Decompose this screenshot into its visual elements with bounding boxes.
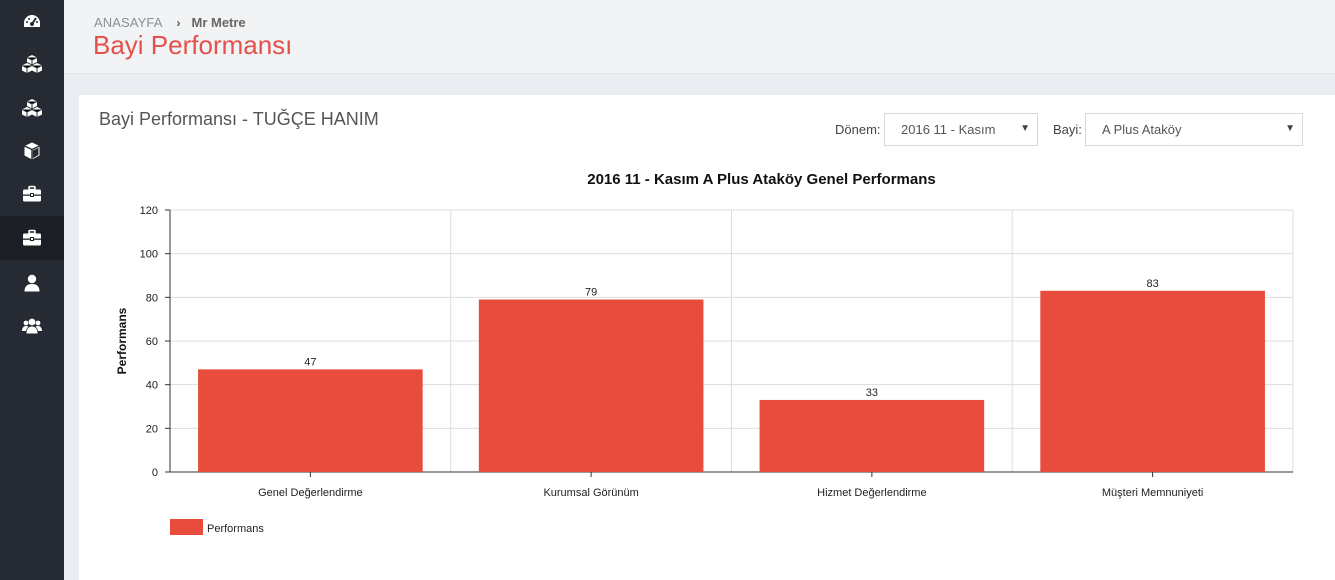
cube-icon <box>24 142 40 160</box>
briefcase-icon <box>23 229 41 246</box>
dealer-select[interactable]: A Plus Ataköy ▼ <box>1085 113 1303 146</box>
period-label: Dönem: <box>835 122 881 137</box>
period-select[interactable]: 2016 11 - Kasım ▼ <box>884 113 1038 146</box>
dashboard-icon <box>24 15 40 27</box>
sidebar-item-cubes-2[interactable] <box>0 86 64 130</box>
data-label: 79 <box>585 287 597 299</box>
breadcrumb-home-link[interactable]: ANASAYFA <box>94 15 163 30</box>
y-tick-label: 100 <box>140 249 158 261</box>
sidebar-item-briefcase-2[interactable] <box>0 216 64 260</box>
legend-label: Performans <box>207 523 264 535</box>
bar-4 <box>1040 290 1265 472</box>
y-tick-label: 120 <box>140 205 158 217</box>
sidebar-item-cube[interactable] <box>0 129 64 173</box>
period-select-value: 2016 11 - Kasım <box>901 122 996 137</box>
caret-down-icon: ▼ <box>1020 123 1030 134</box>
y-tick-label: 40 <box>146 380 158 392</box>
dealer-select-value: A Plus Ataköy <box>1102 122 1182 137</box>
breadcrumb: ANASAYFA › Mr Metre <box>94 15 246 30</box>
chart-container: 2016 11 - Kasım A Plus Ataköy Genel Perf… <box>79 95 1335 580</box>
legend-swatch <box>170 519 203 535</box>
chevron-right-icon: › <box>176 15 181 30</box>
data-label: 83 <box>1147 278 1159 290</box>
dealer-label: Bayi: <box>1053 122 1082 137</box>
panel-title: Bayi Performansı - TUĞÇE HANIM <box>99 109 379 129</box>
bar-3 <box>759 399 985 472</box>
data-label: 47 <box>304 356 316 368</box>
sidebar-item-cubes-1[interactable] <box>0 42 64 86</box>
bar-2 <box>478 299 704 472</box>
x-tick-label: Genel Değerlendirme <box>258 487 363 499</box>
data-label: 33 <box>866 387 878 399</box>
sidebar-item-briefcase-1[interactable] <box>0 172 64 216</box>
performance-panel: 2016 11 - Kasım A Plus Ataköy Genel Perf… <box>79 95 1335 580</box>
y-tick-label: 0 <box>152 467 158 479</box>
chart-title: 2016 11 - Kasım A Plus Ataköy Genel Perf… <box>587 171 936 188</box>
page-title: Bayi Performansı <box>93 30 293 60</box>
performance-chart: 2016 11 - Kasım A Plus Ataköy Genel Perf… <box>115 171 1294 535</box>
y-tick-label: 60 <box>146 336 158 348</box>
sidebar <box>0 0 64 580</box>
sidebar-item-dashboard[interactable] <box>0 0 64 44</box>
caret-down-icon: ▼ <box>1285 123 1295 134</box>
x-tick-label: Hizmet Değerlendirme <box>817 487 926 499</box>
user-icon <box>24 274 40 292</box>
users-icon <box>22 318 42 334</box>
x-tick-label: Müşteri Memnuniyeti <box>1102 487 1203 499</box>
briefcase-icon <box>23 185 41 202</box>
cubes-icon <box>22 55 42 73</box>
cubes-icon <box>22 99 42 117</box>
bar-1 <box>198 369 423 472</box>
sidebar-item-user[interactable] <box>0 261 64 305</box>
page-header: ANASAYFA › Mr Metre Bayi Performansı <box>64 0 1335 74</box>
x-tick-label: Kurumsal Görünüm <box>543 487 638 499</box>
y-tick-label: 20 <box>146 423 158 435</box>
y-tick-label: 80 <box>146 292 158 304</box>
y-axis-label: Performans <box>115 307 129 374</box>
sidebar-item-users[interactable] <box>0 304 64 348</box>
breadcrumb-current: Mr Metre <box>191 15 246 30</box>
